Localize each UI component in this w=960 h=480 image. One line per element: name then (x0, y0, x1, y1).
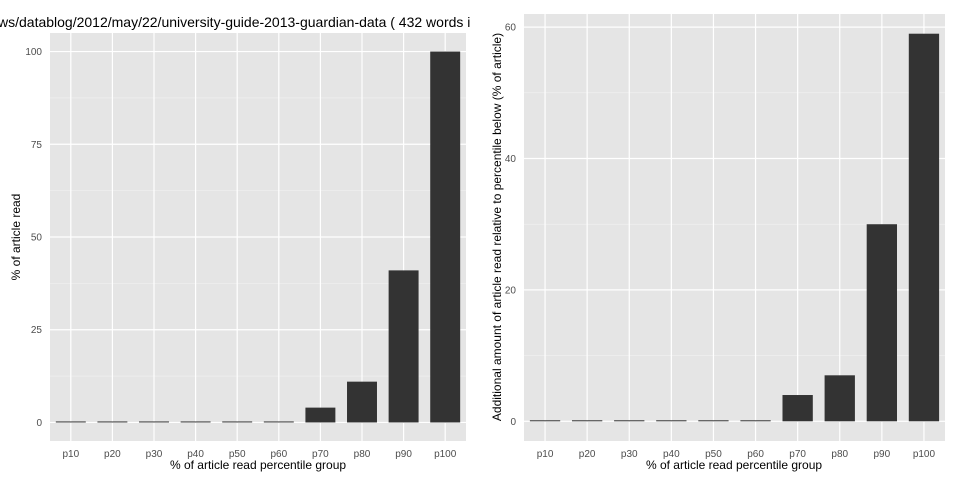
x-axis-title: % of article read percentile group (170, 458, 346, 472)
x-tick-label: p70 (789, 449, 806, 460)
x-tick-label: p50 (229, 449, 246, 460)
x-tick-label: p10 (62, 449, 79, 460)
x-axis-title: % of article read percentile group (646, 458, 822, 472)
bar-p100 (430, 51, 461, 423)
y-tick-label: 60 (505, 23, 517, 34)
bar-p60 (263, 421, 294, 423)
bar-p100 (908, 33, 940, 422)
bar-p40 (656, 420, 687, 422)
bars (529, 33, 940, 422)
bar-p60 (740, 420, 771, 422)
x-tick-label: p80 (354, 449, 371, 460)
y-tick-label: 50 (31, 233, 43, 244)
bar-p50 (698, 420, 729, 422)
bar-p90 (388, 270, 419, 423)
bar-p20 (571, 420, 603, 422)
x-tick-label: p10 (537, 449, 554, 460)
x-tick-label: p50 (705, 449, 722, 460)
y-tick-label: 40 (505, 154, 517, 165)
x-tick-labels: p10 p20 p30 p40 p50 p60 p70 p80 p90 p100 (62, 449, 456, 460)
x-tick-label: p20 (579, 449, 596, 460)
x-tick-label: p30 (146, 449, 163, 460)
y-tick-label: 0 (510, 417, 516, 428)
bar-p80 (824, 375, 855, 422)
bar-p30 (139, 421, 169, 423)
y-tick-label: 0 (36, 418, 42, 429)
y-tick-labels: 0 20 40 60 (505, 23, 517, 428)
bar-p50 (222, 421, 253, 423)
y-tick-labels: 0 25 50 75 100 (25, 47, 42, 429)
y-tick-label: 20 (505, 285, 517, 296)
x-tick-label: p40 (187, 449, 204, 460)
plot-title: ws/datablog/2012/may/22/university-guide… (0, 14, 470, 30)
y-axis-title: Additional amount of article read relati… (490, 33, 504, 421)
x-tick-label: p20 (104, 449, 121, 460)
bar-p90 (866, 224, 898, 422)
x-tick-label: p40 (663, 449, 680, 460)
bar-p10 (529, 420, 561, 422)
y-tick-label: 100 (25, 47, 42, 58)
x-tick-labels: p10 p20 p30 p40 p50 p60 p70 p80 p90 p100 (537, 449, 936, 460)
bar-p10 (55, 421, 86, 423)
x-tick-label: p30 (621, 449, 638, 460)
y-tick-label: 75 (31, 140, 43, 151)
x-tick-label: p60 (270, 449, 287, 460)
bar-p40 (180, 421, 211, 423)
bars (55, 51, 461, 423)
bar-p20 (97, 421, 128, 423)
y-tick-label: 25 (31, 325, 43, 336)
x-tick-label: p90 (395, 449, 412, 460)
bar-p70 (782, 395, 813, 422)
x-tick-label: p70 (312, 449, 329, 460)
y-axis-title: % of article read (9, 194, 23, 281)
x-tick-label: p60 (747, 449, 764, 460)
x-tick-label: p80 (831, 449, 848, 460)
bar-p70 (305, 407, 336, 423)
x-tick-label: p100 (434, 449, 457, 460)
bar-p30 (614, 420, 645, 422)
x-tick-label: p90 (874, 449, 891, 460)
bar-p80 (347, 381, 377, 423)
x-tick-label: p100 (913, 449, 936, 460)
